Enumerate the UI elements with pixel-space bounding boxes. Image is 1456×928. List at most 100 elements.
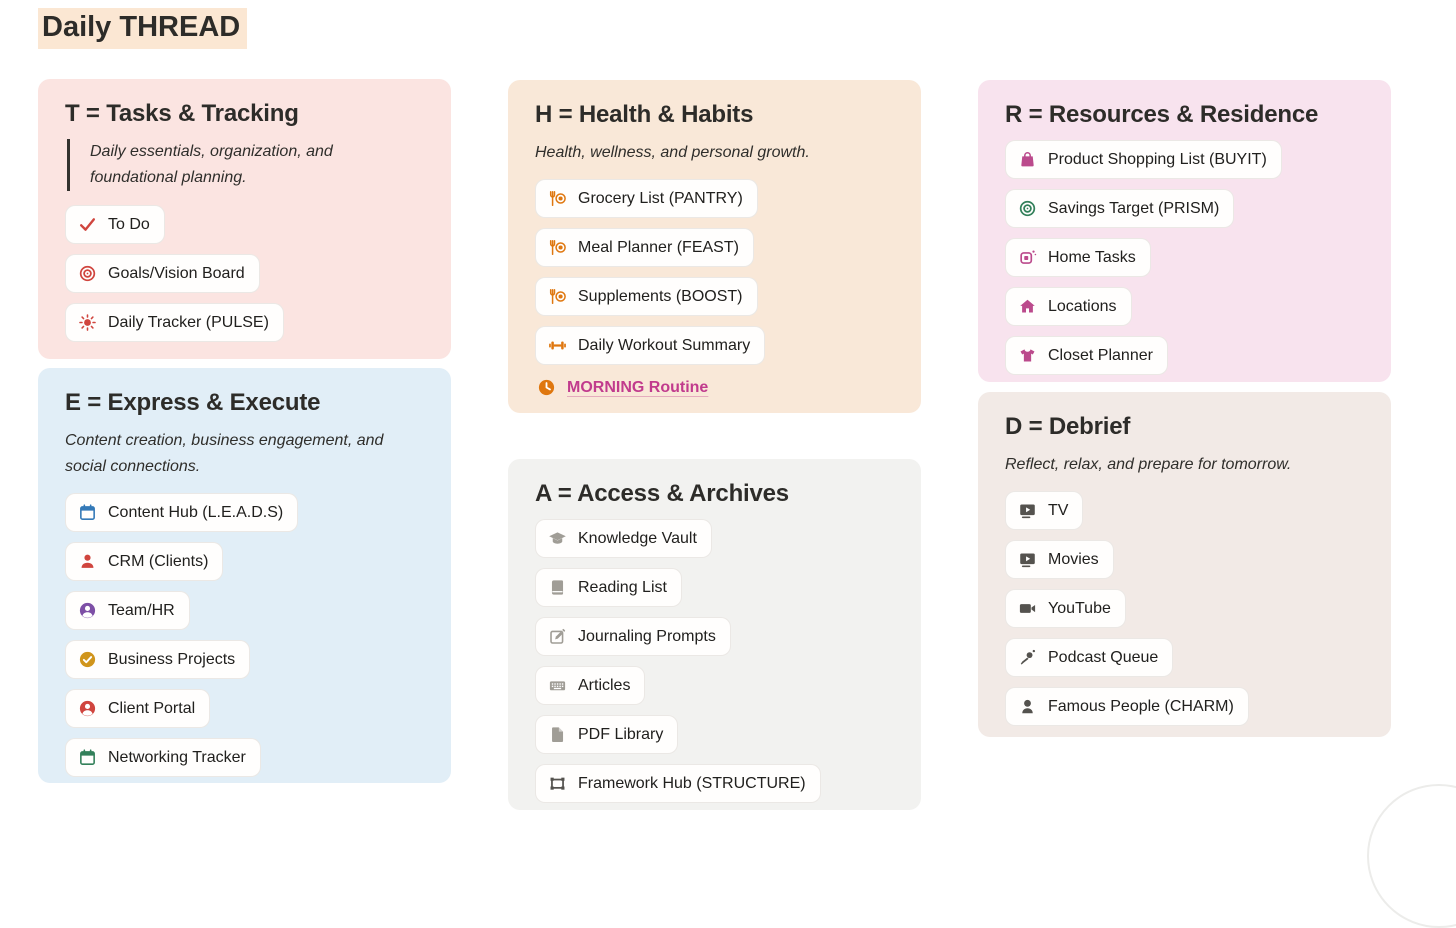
- frame-icon: [548, 774, 567, 793]
- link-label: Grocery List (PANTRY): [578, 190, 743, 207]
- link-journaling-prompts[interactable]: Journaling Prompts: [535, 617, 731, 656]
- link-label: Locations: [1048, 298, 1117, 315]
- link-label: Closet Planner: [1048, 347, 1153, 364]
- clock-icon: [537, 378, 556, 397]
- link-daily-tracker[interactable]: Daily Tracker (PULSE): [65, 303, 284, 342]
- section-resources-title: R = Resources & Residence: [1005, 101, 1319, 128]
- link-label: Articles: [578, 677, 631, 694]
- tasks-quote: Daily essentials, organization, and foun…: [67, 139, 424, 191]
- section-health-title: H = Health & Habits: [535, 101, 754, 128]
- link-product-shopping-list[interactable]: Product Shopping List (BUYIT): [1005, 140, 1282, 179]
- file-icon: [548, 725, 567, 744]
- link-client-portal[interactable]: Client Portal: [65, 689, 211, 728]
- calendar-icon: [78, 748, 97, 767]
- link-label: TV: [1048, 502, 1069, 519]
- link-business-projects[interactable]: Business Projects: [65, 640, 251, 679]
- link-articles[interactable]: Articles: [535, 666, 646, 705]
- link-label: PDF Library: [578, 726, 664, 743]
- express-links: Content Hub (L.E.A.D.S) CRM (Clients) Te…: [65, 493, 424, 777]
- debrief-links: TV Movies YouTube Podcast Queue Famous P…: [1005, 491, 1364, 726]
- page-title: Daily THREAD: [38, 8, 248, 50]
- section-access-archives: A = Access & Archives Knowledge Vault Re…: [508, 459, 921, 810]
- link-networking-tracker[interactable]: Networking Tracker: [65, 738, 261, 777]
- link-home-tasks[interactable]: Home Tasks: [1005, 238, 1151, 277]
- calendar-icon: [78, 503, 97, 522]
- book-icon: [548, 578, 567, 597]
- link-to-do[interactable]: To Do: [65, 205, 165, 244]
- tv-play-icon: [1018, 550, 1037, 569]
- link-supplements[interactable]: Supplements (BOOST): [535, 277, 758, 316]
- link-label: Product Shopping List (BUYIT): [1048, 151, 1267, 168]
- link-youtube[interactable]: YouTube: [1005, 589, 1126, 628]
- microphone-icon: [1018, 648, 1037, 667]
- link-daily-workout-summary[interactable]: Daily Workout Summary: [535, 326, 766, 365]
- section-express-execute: E = Express & Execute Content creation, …: [38, 368, 451, 783]
- link-label: Networking Tracker: [108, 749, 246, 766]
- edit-icon: [548, 627, 567, 646]
- tasks-links: To Do Goals/Vision Board Daily Tracker (…: [65, 205, 424, 342]
- link-label: Podcast Queue: [1048, 649, 1159, 666]
- link-movies[interactable]: Movies: [1005, 540, 1114, 579]
- video-camera-icon: [1018, 599, 1037, 618]
- link-pdf-library[interactable]: PDF Library: [535, 715, 679, 754]
- tasks-description: Daily essentials, organization, and foun…: [90, 143, 333, 186]
- background-decoration: [1367, 784, 1456, 928]
- target-icon: [1018, 199, 1037, 218]
- tshirt-icon: [1018, 346, 1037, 365]
- link-label: Business Projects: [108, 651, 236, 668]
- link-label: Content Hub (L.E.A.D.S): [108, 504, 284, 521]
- dumbbell-icon: [548, 336, 567, 355]
- access-links: Knowledge Vault Reading List Journaling …: [535, 519, 894, 803]
- link-content-hub[interactable]: Content Hub (L.E.A.D.S): [65, 493, 299, 532]
- link-savings-target[interactable]: Savings Target (PRISM): [1005, 189, 1235, 228]
- link-reading-list[interactable]: Reading List: [535, 568, 682, 607]
- section-express-title: E = Express & Execute: [65, 389, 321, 416]
- link-grocery-list[interactable]: Grocery List (PANTRY): [535, 179, 758, 218]
- link-label: Knowledge Vault: [578, 530, 697, 547]
- keyboard-icon: [548, 676, 567, 695]
- link-meal-planner[interactable]: Meal Planner (FEAST): [535, 228, 754, 267]
- link-tv[interactable]: TV: [1005, 491, 1084, 530]
- person-icon: [78, 552, 97, 571]
- link-label: Meal Planner (FEAST): [578, 239, 739, 256]
- link-label: Famous People (CHARM): [1048, 698, 1234, 715]
- link-knowledge-vault[interactable]: Knowledge Vault: [535, 519, 712, 558]
- section-resources-residence: R = Resources & Residence Product Shoppi…: [978, 80, 1391, 382]
- section-tasks-tracking: T = Tasks & Tracking Daily essentials, o…: [38, 79, 451, 359]
- link-framework-hub[interactable]: Framework Hub (STRUCTURE): [535, 764, 821, 803]
- link-goals-vision-board[interactable]: Goals/Vision Board: [65, 254, 260, 293]
- link-label: Client Portal: [108, 700, 196, 717]
- checkmark-icon: [78, 215, 97, 234]
- link-famous-people[interactable]: Famous People (CHARM): [1005, 687, 1249, 726]
- person-circle-icon: [78, 601, 97, 620]
- link-label: CRM (Clients): [108, 553, 209, 570]
- health-links: Grocery List (PANTRY) Meal Planner (FEAS…: [535, 179, 894, 365]
- link-morning-routine[interactable]: MORNING Routine: [535, 376, 710, 399]
- link-label: Home Tasks: [1048, 249, 1136, 266]
- link-label: Savings Target (PRISM): [1048, 200, 1220, 217]
- check-circle-icon: [78, 650, 97, 669]
- sun-icon: [78, 313, 97, 332]
- link-label: Framework Hub (STRUCTURE): [578, 775, 806, 792]
- shopping-bag-icon: [1018, 150, 1037, 169]
- link-label: Team/HR: [108, 602, 175, 619]
- dining-icon: [548, 287, 567, 306]
- link-crm-clients[interactable]: CRM (Clients): [65, 542, 224, 581]
- link-label: Movies: [1048, 551, 1099, 568]
- link-closet-planner[interactable]: Closet Planner: [1005, 336, 1168, 375]
- section-debrief-title: D = Debrief: [1005, 413, 1131, 440]
- link-team-hr[interactable]: Team/HR: [65, 591, 190, 630]
- link-label: MORNING Routine: [567, 378, 709, 396]
- section-access-title: A = Access & Archives: [535, 480, 789, 507]
- link-label: Reading List: [578, 579, 667, 596]
- link-label: Goals/Vision Board: [108, 265, 245, 282]
- widget-icon: [1018, 248, 1037, 267]
- link-label: Journaling Prompts: [578, 628, 716, 645]
- link-locations[interactable]: Locations: [1005, 287, 1132, 326]
- target-icon: [78, 264, 97, 283]
- resources-links: Product Shopping List (BUYIT) Savings Ta…: [1005, 140, 1364, 375]
- link-podcast-queue[interactable]: Podcast Queue: [1005, 638, 1174, 677]
- section-tasks-title: T = Tasks & Tracking: [65, 100, 299, 127]
- dining-icon: [548, 238, 567, 257]
- link-label: Supplements (BOOST): [578, 288, 743, 305]
